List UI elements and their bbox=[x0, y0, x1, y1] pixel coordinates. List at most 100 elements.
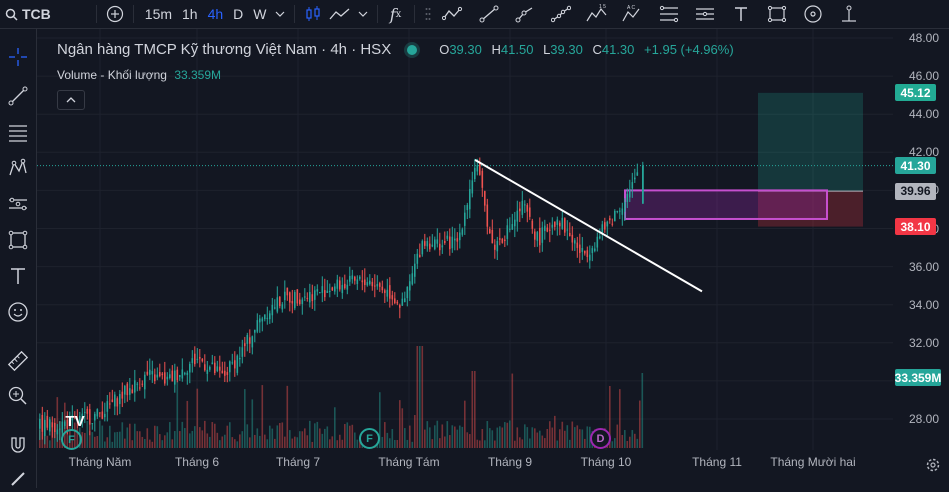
candle-body bbox=[354, 276, 356, 281]
zoom-in-icon[interactable] bbox=[4, 382, 32, 410]
candles-icon[interactable] bbox=[301, 0, 325, 28]
volume-bar bbox=[294, 436, 296, 448]
candle-body bbox=[69, 416, 71, 425]
candle-body bbox=[79, 415, 81, 425]
ruler-icon[interactable] bbox=[4, 347, 32, 375]
text-tool-icon[interactable] bbox=[723, 0, 759, 28]
pattern-tool-icon[interactable] bbox=[4, 154, 32, 182]
volume-bar bbox=[296, 437, 299, 448]
shape-tool-icon[interactable] bbox=[4, 226, 32, 254]
volume-bar bbox=[479, 440, 481, 448]
chevron-down-icon[interactable] bbox=[272, 0, 288, 28]
compare-add-icon[interactable] bbox=[103, 0, 127, 28]
volume-value: 33.359M bbox=[174, 68, 222, 82]
volume-bar bbox=[464, 400, 466, 448]
event-marker-f[interactable]: F bbox=[61, 429, 82, 450]
price-chart[interactable] bbox=[37, 29, 893, 450]
volume-bar bbox=[231, 437, 234, 448]
price-scale[interactable]: 48.0046.0044.0042.0040.0038.0036.0034.00… bbox=[893, 29, 949, 488]
volume-bar bbox=[159, 434, 161, 448]
candle-body bbox=[624, 201, 626, 212]
candle-body bbox=[369, 280, 371, 285]
projection-tool-icon[interactable] bbox=[4, 190, 32, 218]
event-marker-f[interactable]: F bbox=[359, 428, 380, 449]
volume-bar bbox=[111, 441, 114, 448]
polyline-icon[interactable] bbox=[543, 0, 579, 28]
candle-body bbox=[384, 290, 386, 293]
volume-bar bbox=[251, 399, 254, 448]
candle-body bbox=[101, 411, 104, 419]
symbol-search-button[interactable]: TCB bbox=[22, 6, 51, 22]
volume-bar bbox=[166, 432, 169, 448]
search-icon[interactable] bbox=[2, 0, 20, 28]
volume-bar bbox=[519, 437, 521, 448]
interval-w[interactable]: W bbox=[253, 6, 267, 22]
candle-body bbox=[381, 286, 384, 291]
candle-body bbox=[116, 398, 119, 407]
volume-bar bbox=[336, 440, 339, 448]
gear-icon[interactable] bbox=[925, 457, 941, 477]
measure-icon[interactable] bbox=[831, 0, 867, 28]
candle-body bbox=[551, 224, 554, 228]
time-tick: Tháng Mười hai bbox=[770, 455, 856, 469]
interval-d[interactable]: D bbox=[233, 6, 244, 22]
indicators-icon[interactable] bbox=[325, 0, 355, 28]
candle-body bbox=[141, 383, 144, 385]
fib-tool-icon[interactable] bbox=[4, 118, 32, 146]
trend-line-tool-icon[interactable] bbox=[4, 82, 32, 110]
collapse-legend-button[interactable] bbox=[57, 90, 85, 110]
volume-bar bbox=[151, 441, 154, 448]
candle-body bbox=[251, 336, 254, 348]
target-icon[interactable] bbox=[795, 0, 831, 28]
candle-body bbox=[531, 220, 534, 229]
trend-line-icon[interactable] bbox=[471, 0, 507, 28]
candle-body bbox=[474, 167, 476, 180]
gann-fan-icon[interactable] bbox=[687, 0, 723, 28]
candle-body bbox=[346, 284, 349, 290]
pencil-lock-icon[interactable] bbox=[4, 464, 32, 492]
candle-body bbox=[561, 217, 564, 229]
candle-body bbox=[216, 366, 219, 371]
volume-bar bbox=[314, 423, 316, 448]
crosshair-icon[interactable] bbox=[4, 43, 32, 71]
ray-icon[interactable] bbox=[507, 0, 543, 28]
time-axis[interactable]: Tháng Năm Tháng 6 Tháng 7 Tháng Tám Thán… bbox=[37, 450, 893, 474]
volume-bar bbox=[631, 430, 634, 448]
volume-bar bbox=[394, 439, 396, 448]
volume-bar bbox=[431, 439, 434, 448]
volume-bar bbox=[579, 429, 581, 448]
candle-body bbox=[139, 387, 141, 389]
separator bbox=[132, 5, 134, 23]
candle-body bbox=[389, 285, 391, 299]
abcd-pattern-icon[interactable]: A C bbox=[615, 0, 651, 28]
candle-body bbox=[391, 295, 394, 300]
open-label: O bbox=[439, 42, 450, 57]
candle-body bbox=[281, 304, 284, 310]
event-marker-d[interactable]: D bbox=[590, 428, 611, 449]
elliott-wave-icon[interactable]: 1 5 bbox=[579, 0, 615, 28]
candle-body bbox=[334, 286, 336, 292]
volume-bar bbox=[236, 441, 239, 448]
candle-body bbox=[179, 375, 181, 377]
volume-bar bbox=[634, 433, 636, 448]
volume-bar bbox=[324, 428, 326, 448]
candle-body bbox=[236, 355, 239, 373]
interval-15m[interactable]: 15m bbox=[144, 6, 173, 22]
emoji-icon[interactable] bbox=[4, 298, 32, 326]
volume-bar bbox=[529, 438, 531, 448]
chevron-down-icon[interactable] bbox=[355, 0, 371, 28]
magnet-icon[interactable] bbox=[4, 431, 32, 459]
high-label: H bbox=[491, 42, 501, 57]
drag-handle-icon[interactable] bbox=[421, 0, 435, 28]
text-tool-sidebar-icon[interactable] bbox=[4, 262, 32, 290]
rectangle-tool-icon[interactable] bbox=[759, 0, 795, 28]
separator bbox=[95, 5, 97, 23]
fib-retracement-icon[interactable] bbox=[651, 0, 687, 28]
candle-body bbox=[504, 239, 506, 242]
interval-4h[interactable]: 4h bbox=[207, 6, 224, 22]
interval-1h[interactable]: 1h bbox=[182, 6, 198, 22]
pattern-icon[interactable] bbox=[435, 0, 471, 28]
volume-bar bbox=[456, 429, 459, 448]
candle-body bbox=[246, 335, 249, 344]
